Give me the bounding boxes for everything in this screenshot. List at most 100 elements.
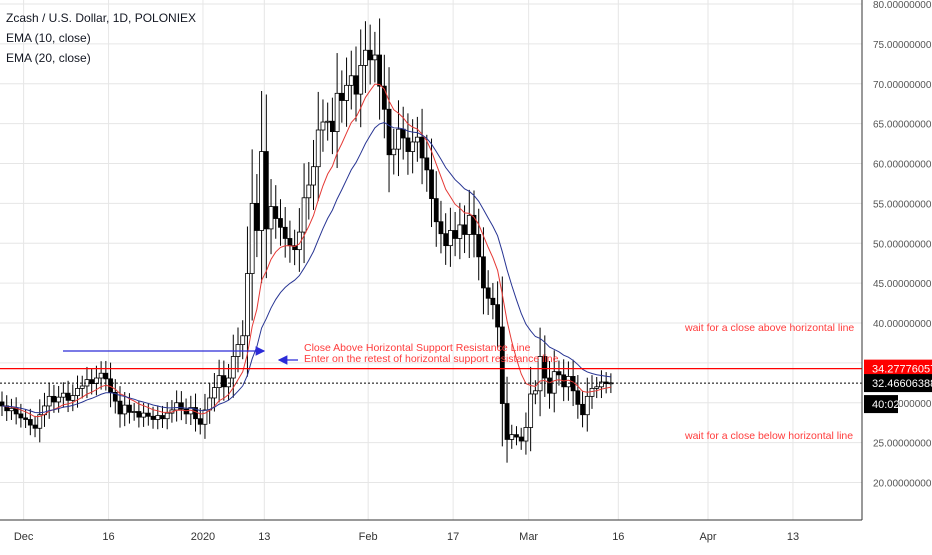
candle-body xyxy=(481,256,486,289)
candle-body xyxy=(580,403,585,416)
candle-body xyxy=(348,75,354,86)
annotation-wait-below: wait for a close below horizontal line xyxy=(684,430,853,442)
current-price-label-bg xyxy=(864,374,932,393)
current-price-label: 32.46606388 xyxy=(872,378,932,390)
x-tick-label: Dec xyxy=(14,531,34,543)
candle-body xyxy=(56,396,62,403)
candle-body xyxy=(329,120,335,132)
y-tick-label: 25.00000000 xyxy=(873,439,932,450)
candle-body xyxy=(9,407,14,412)
candle-body xyxy=(344,84,349,101)
candle-body xyxy=(150,415,156,420)
x-tick-label: Apr xyxy=(699,531,716,543)
candle-body xyxy=(282,226,288,239)
y-tick-label: 50.00000000 xyxy=(873,239,932,250)
candle-body xyxy=(207,397,213,411)
horizontal-lines xyxy=(0,368,862,384)
candle-body xyxy=(32,424,38,429)
candle-body xyxy=(339,92,345,101)
candle-body xyxy=(311,166,316,186)
candle-body xyxy=(136,411,142,418)
candle-body xyxy=(221,375,227,388)
candle-body xyxy=(75,387,80,396)
candle-body xyxy=(523,427,529,442)
candle-body xyxy=(122,404,128,415)
candlestick-series xyxy=(0,18,614,463)
legend-ema10: EMA (10, close) xyxy=(6,31,91,45)
candle-body xyxy=(27,419,33,426)
candle-body xyxy=(509,434,515,440)
candle-body xyxy=(589,387,595,397)
candle-body xyxy=(358,65,364,95)
candle-body xyxy=(391,148,397,156)
candle-body xyxy=(315,129,321,168)
candle-body xyxy=(23,417,29,420)
candle-body xyxy=(532,390,538,395)
candle-body xyxy=(259,151,265,231)
candle-body xyxy=(164,412,170,420)
x-tick-label: 13 xyxy=(258,531,270,543)
candle-body xyxy=(263,151,269,230)
candle-body xyxy=(249,202,255,274)
y-tick-label: 55.00000000 xyxy=(873,199,932,210)
candle-body xyxy=(131,411,137,413)
candle-body xyxy=(160,415,165,420)
candle-body xyxy=(443,233,449,247)
annotations-layer: Close Above Horizontal Support Resistanc… xyxy=(63,322,854,442)
candle-body xyxy=(287,238,293,247)
candle-body xyxy=(490,297,496,306)
candle-body xyxy=(117,400,123,415)
x-tick-label: Mar xyxy=(519,531,538,543)
y-tick-label: 45.00000000 xyxy=(873,279,932,290)
candle-body xyxy=(485,287,491,299)
candle-body xyxy=(202,409,208,425)
candle-body xyxy=(18,413,24,419)
candle-body xyxy=(245,273,250,337)
y-tick-label: 40.00000000 xyxy=(873,319,932,330)
candle-body xyxy=(112,391,118,402)
candle-body xyxy=(353,75,359,95)
candle-body xyxy=(178,402,184,410)
candle-body xyxy=(495,304,501,328)
candle-body xyxy=(457,224,463,239)
resistance-price-label-bg xyxy=(864,359,932,378)
candle-body xyxy=(547,377,552,394)
grid-layer xyxy=(0,0,862,520)
candle-body xyxy=(197,418,203,425)
candle-body xyxy=(594,386,600,389)
candle-body xyxy=(438,221,444,235)
candle-body xyxy=(419,136,425,159)
candle-body xyxy=(377,54,383,87)
candle-body xyxy=(551,371,557,394)
x-tick-label: Feb xyxy=(359,531,378,543)
candle-body xyxy=(230,356,236,379)
candle-body xyxy=(452,230,458,239)
candle-body xyxy=(141,412,147,418)
candle-body xyxy=(51,395,57,403)
candle-body xyxy=(127,404,132,413)
candle-body xyxy=(174,402,180,411)
candle-body xyxy=(37,414,43,429)
candle-body xyxy=(65,392,71,401)
y-tick-label: 65.00000000 xyxy=(873,120,932,131)
candle-body xyxy=(103,372,109,380)
candle-body xyxy=(216,375,222,388)
candle-body xyxy=(334,92,340,132)
candle-body xyxy=(268,206,274,230)
candle-body xyxy=(240,335,246,345)
x-tick-label: 17 xyxy=(447,531,459,543)
candle-body xyxy=(504,403,510,440)
candle-body xyxy=(396,128,401,150)
candle-body xyxy=(575,390,581,405)
y-tick-label: 75.00000000 xyxy=(873,40,932,51)
candle-body xyxy=(367,49,373,61)
x-tick-label: 2020 xyxy=(191,531,215,543)
candle-body xyxy=(211,387,217,399)
candle-body xyxy=(108,378,113,393)
annotation-close-above: Close Above Horizontal Support Resistanc… xyxy=(304,342,531,354)
candle-body xyxy=(424,157,430,171)
candle-body xyxy=(542,356,548,379)
candle-body xyxy=(0,401,5,407)
